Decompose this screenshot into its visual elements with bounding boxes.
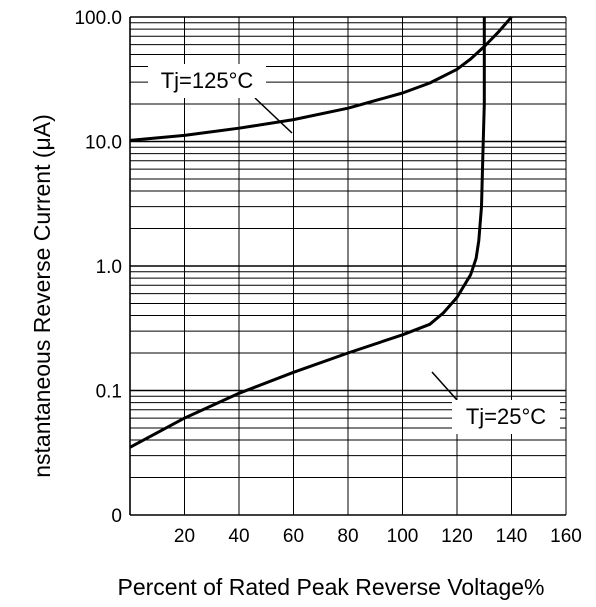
x-tick-label: 160 [550, 526, 582, 547]
y-tick-label: 0 [111, 506, 122, 527]
annotation-label: Tj=125°C [161, 68, 254, 93]
x-tick-label: 120 [441, 526, 473, 547]
x-tick-label: 100 [387, 526, 419, 547]
y-tick-label: 100.0 [74, 8, 122, 29]
chart-grid [129, 16, 567, 516]
series-2-line [129, 17, 486, 449]
series-1-line [129, 16, 513, 142]
annotation-leader [431, 371, 458, 401]
y-tick-label: 10.0 [85, 133, 122, 154]
chart-curves [129, 16, 513, 449]
x-tick-label: 20 [174, 526, 195, 547]
annotation-bg [148, 64, 266, 98]
x-axis-title: Percent of Rated Peak Reverse Voltage% [117, 574, 544, 600]
chart-tick-labels: 20 40 60 80 100 120 140 160 100.0 10.0 1.0 0.1 0 [74, 8, 581, 547]
x-tick-label: 140 [496, 526, 528, 547]
x-tick-label: 40 [228, 526, 249, 547]
x-tick-label: 60 [283, 526, 304, 547]
x-tick-label: 80 [337, 526, 358, 547]
chart-annotations: Tj=125°C Tj=25°C [148, 64, 560, 434]
y-tick-label: 0.1 [96, 382, 122, 403]
annotation-label: Tj=25°C [466, 404, 546, 429]
y-tick-label: 1.0 [96, 257, 122, 278]
annotation-leader [254, 97, 293, 134]
annotation-bg [452, 400, 560, 434]
y-axis-title: nstantaneous Reverse Current (μA) [29, 114, 55, 478]
